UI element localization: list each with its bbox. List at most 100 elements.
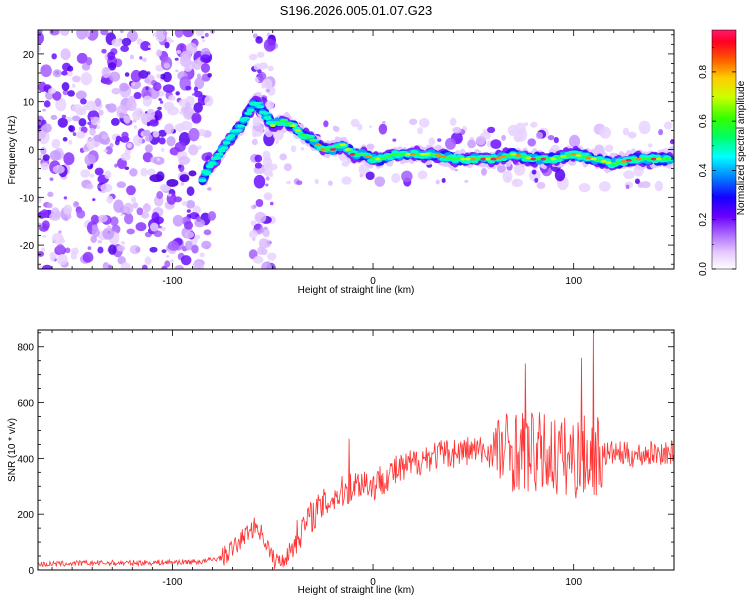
noise-speckle bbox=[391, 173, 401, 184]
noise-speckle bbox=[262, 228, 270, 238]
noise-speckle bbox=[265, 88, 270, 93]
noise-speckle bbox=[149, 222, 159, 232]
noise-speckle bbox=[47, 191, 54, 198]
noise-speckle bbox=[71, 83, 76, 89]
ridge-core bbox=[450, 157, 457, 161]
noise-speckle bbox=[160, 227, 166, 232]
ridge-core bbox=[490, 157, 497, 161]
noise-speckle bbox=[257, 69, 262, 74]
noise-speckle bbox=[147, 45, 152, 49]
noise-speckle bbox=[119, 82, 129, 92]
noise-speckle bbox=[178, 156, 191, 165]
ridge-blob bbox=[263, 115, 272, 121]
noise-speckle bbox=[38, 131, 47, 140]
noise-speckle bbox=[161, 249, 167, 254]
noise-speckle bbox=[51, 53, 57, 60]
noise-speckle bbox=[135, 246, 141, 253]
noise-speckle bbox=[94, 98, 102, 107]
noise-speckle bbox=[111, 38, 122, 47]
noise-speckle bbox=[182, 30, 195, 38]
noise-speckle bbox=[97, 246, 104, 254]
noise-speckle bbox=[366, 143, 375, 150]
colorbar-tick-label: 0.0 bbox=[698, 262, 709, 276]
noise-speckle bbox=[511, 178, 523, 188]
noise-speckle bbox=[42, 108, 46, 112]
noise-speckle bbox=[166, 255, 170, 258]
noise-speckle bbox=[85, 183, 94, 190]
noise-speckle bbox=[369, 125, 373, 129]
noise-speckle bbox=[123, 202, 134, 215]
noise-speckle bbox=[275, 140, 279, 144]
noise-speckle bbox=[42, 154, 50, 161]
noise-speckle bbox=[578, 182, 591, 193]
ridge-core bbox=[560, 155, 567, 159]
noise-speckle bbox=[131, 196, 137, 203]
noise-speckle bbox=[61, 82, 70, 91]
ridge-core bbox=[615, 161, 623, 165]
ridge-core bbox=[399, 152, 407, 156]
ridge-core bbox=[445, 156, 452, 160]
ridge-blob bbox=[237, 124, 246, 128]
noise-speckle bbox=[170, 259, 175, 263]
noise-speckle bbox=[140, 211, 150, 219]
bottom-y-tick-label: 600 bbox=[17, 399, 34, 410]
noise-speckle bbox=[136, 207, 144, 216]
noise-speckle bbox=[139, 56, 143, 60]
noise-speckle bbox=[52, 165, 65, 174]
noise-speckle bbox=[40, 209, 49, 219]
noise-speckle bbox=[63, 196, 68, 200]
noise-speckle bbox=[654, 180, 664, 192]
ridge-core bbox=[630, 157, 638, 161]
noise-speckle bbox=[185, 85, 192, 91]
noise-speckle bbox=[254, 154, 263, 163]
noise-speckle bbox=[101, 134, 108, 140]
ridge-blob bbox=[149, 174, 164, 183]
noise-speckle bbox=[166, 136, 176, 147]
ridge-core bbox=[665, 157, 673, 161]
ridge-core bbox=[520, 155, 527, 159]
ridge-blob bbox=[244, 111, 253, 116]
noise-speckle bbox=[133, 134, 143, 147]
noise-speckle bbox=[669, 139, 674, 145]
noise-speckle bbox=[255, 36, 263, 44]
noise-speckle bbox=[104, 170, 112, 180]
noise-speckle bbox=[98, 214, 108, 223]
noise-speckle bbox=[164, 41, 170, 49]
noise-speckle bbox=[359, 174, 364, 178]
ridge-core bbox=[480, 157, 487, 161]
noise-speckle bbox=[253, 204, 257, 209]
ridge-blob bbox=[470, 159, 479, 164]
noise-speckle bbox=[204, 32, 209, 38]
ridge-blob bbox=[253, 101, 262, 105]
noise-speckle bbox=[129, 54, 134, 60]
noise-speckle bbox=[101, 66, 111, 79]
ridge-core bbox=[580, 155, 587, 159]
noise-speckle bbox=[160, 147, 165, 152]
noise-speckle bbox=[85, 57, 93, 66]
bottom-y-label: SNR (10 * v/v) bbox=[7, 418, 18, 482]
noise-speckle bbox=[341, 160, 350, 167]
noise-speckle bbox=[136, 38, 143, 45]
noise-speckle bbox=[191, 93, 195, 96]
ridge-core bbox=[440, 155, 447, 159]
noise-speckle bbox=[41, 264, 53, 269]
noise-speckle bbox=[67, 90, 75, 97]
noise-speckle bbox=[648, 143, 653, 148]
noise-speckle bbox=[140, 41, 151, 51]
noise-speckle bbox=[467, 139, 477, 149]
noise-speckle bbox=[195, 30, 205, 37]
noise-speckle bbox=[267, 65, 274, 72]
noise-speckle bbox=[82, 251, 94, 263]
noise-speckle bbox=[183, 53, 188, 58]
noise-speckle bbox=[357, 123, 363, 131]
noise-speckle bbox=[126, 142, 133, 149]
ridge-core bbox=[364, 155, 372, 159]
noise-speckle bbox=[135, 222, 147, 232]
noise-speckle bbox=[58, 230, 62, 234]
noise-speckle bbox=[114, 139, 120, 146]
noise-speckle bbox=[146, 108, 156, 119]
noise-speckle bbox=[116, 245, 126, 252]
noise-speckle bbox=[48, 87, 57, 94]
noise-speckle bbox=[132, 202, 139, 209]
noise-speckle bbox=[527, 138, 536, 147]
